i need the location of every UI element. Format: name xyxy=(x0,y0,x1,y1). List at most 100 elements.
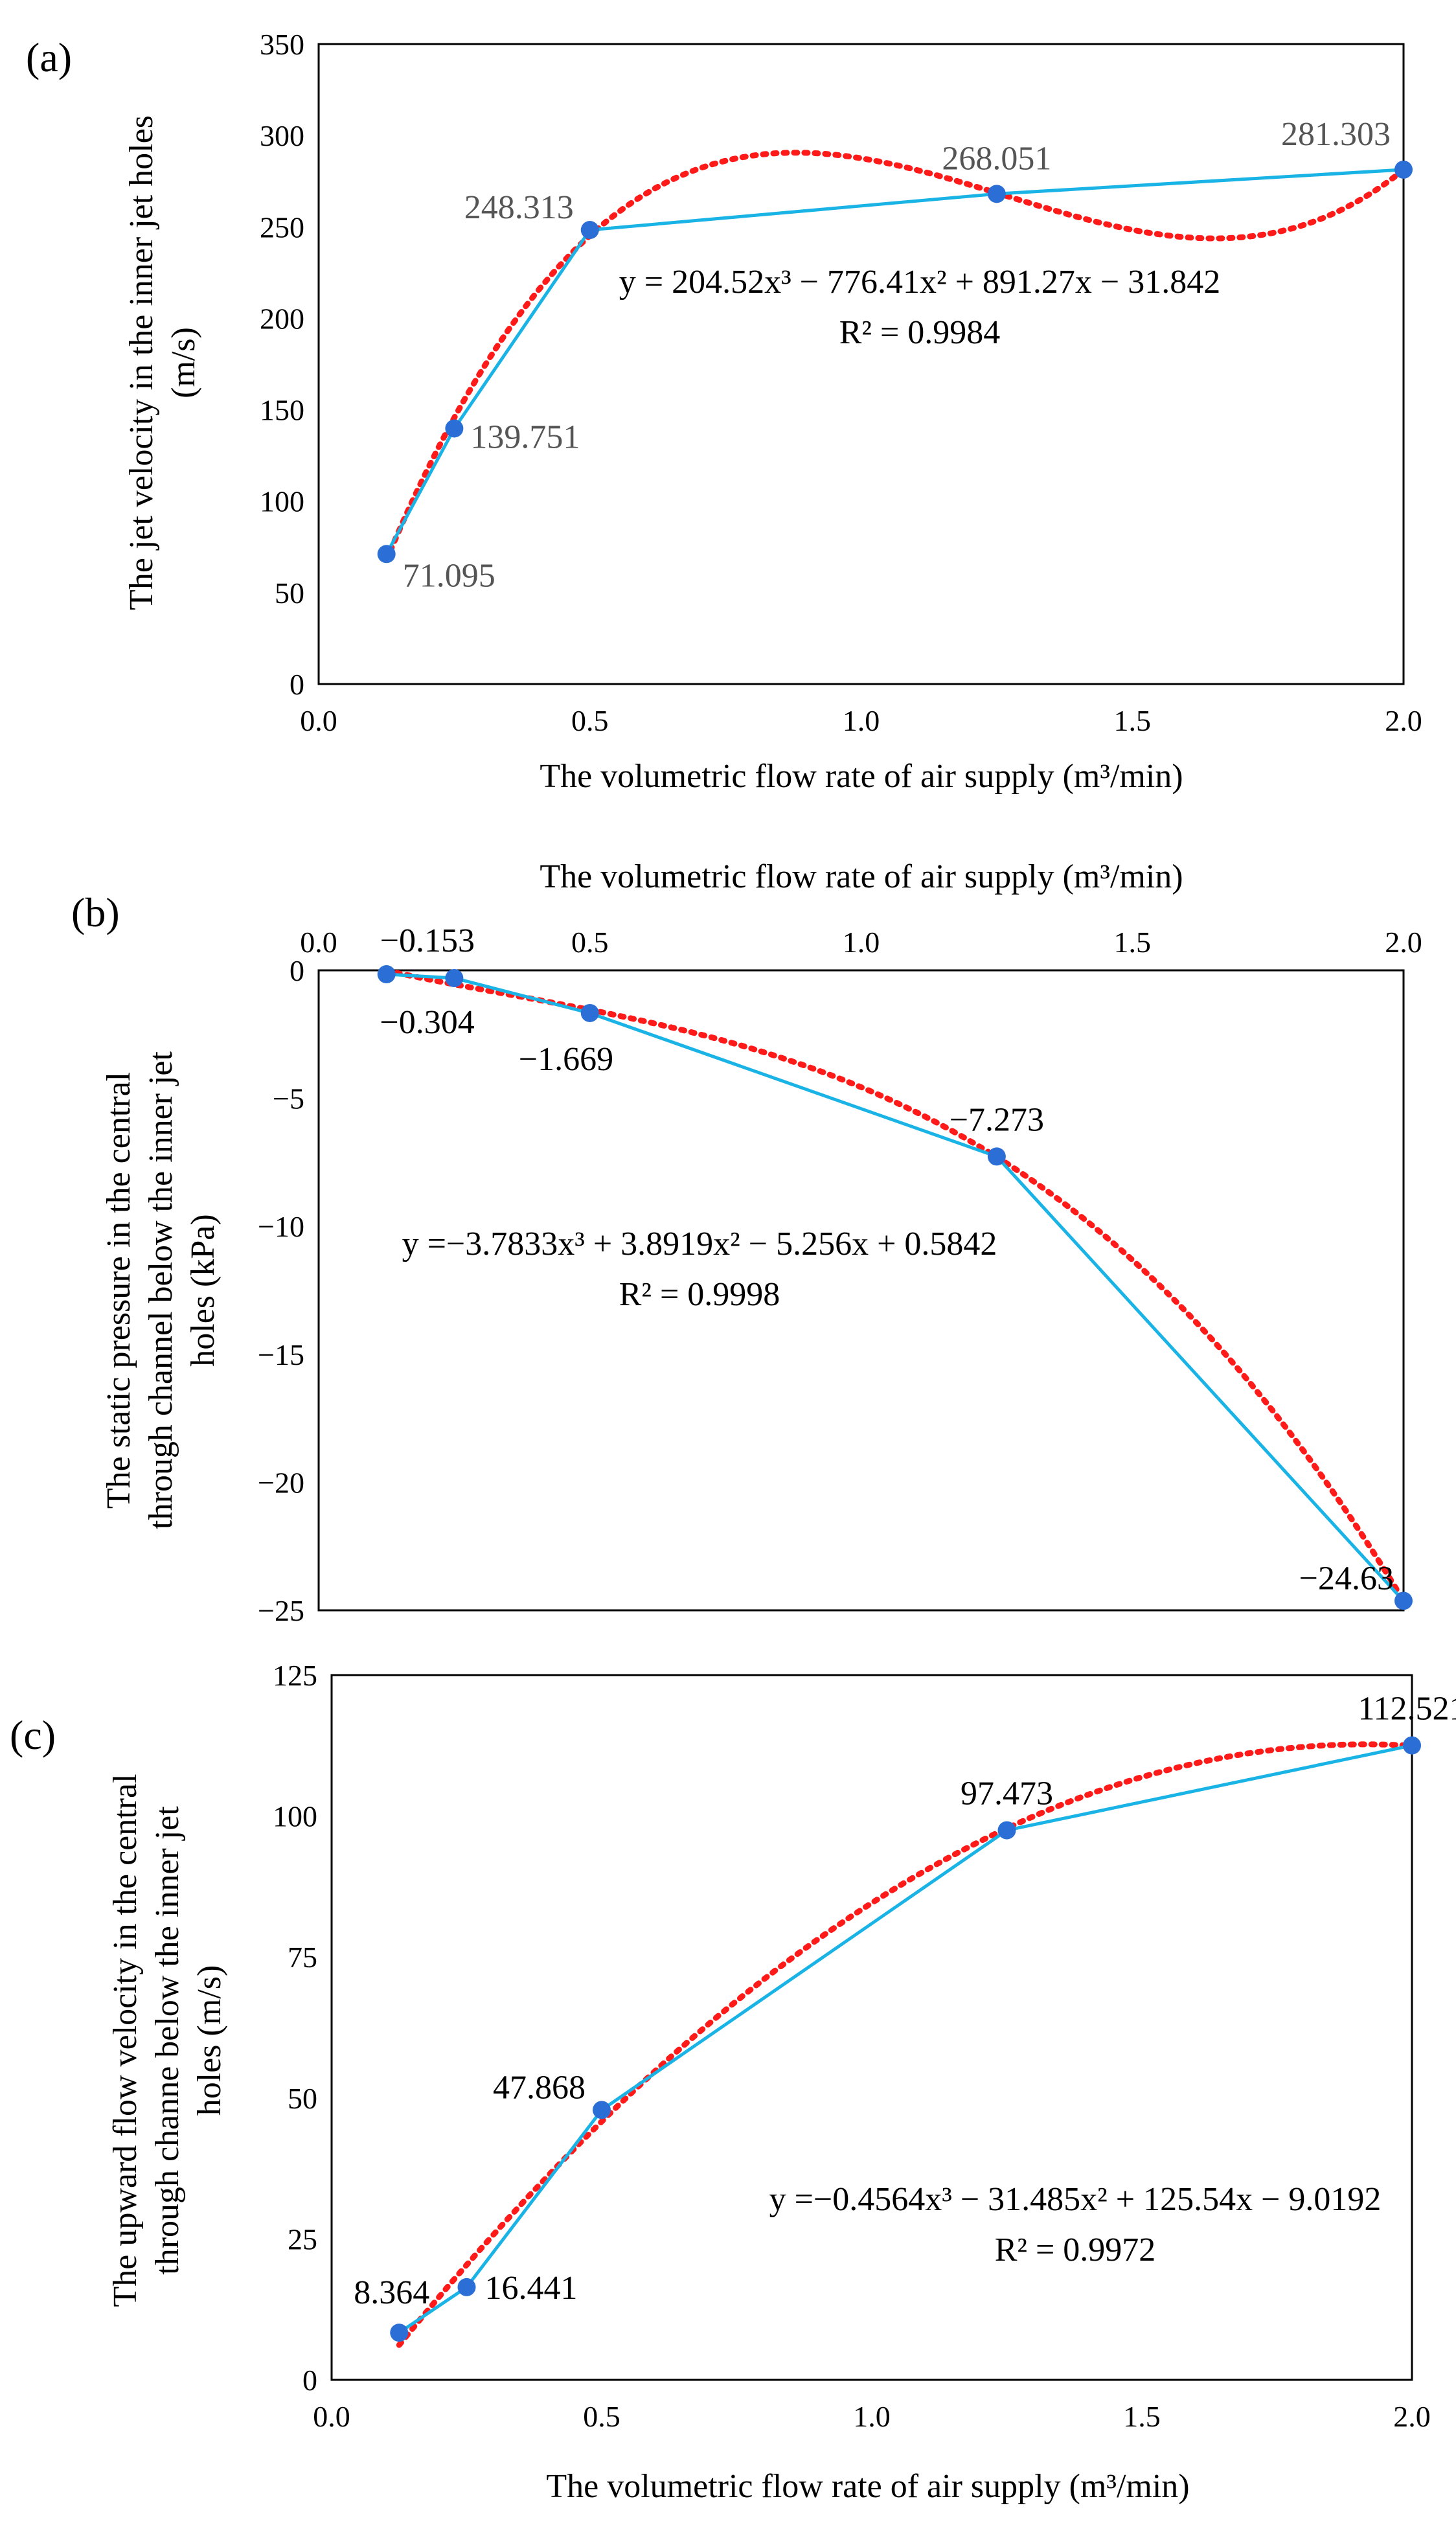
panel-c-trendline xyxy=(396,1741,1415,2348)
panel-a-y-axis-title-line1: The jet velocity in the inner jet holes xyxy=(123,115,160,610)
panel-c-y-tick-label: 75 xyxy=(288,1941,317,1974)
panel-a-y-tick-label: 300 xyxy=(260,119,304,152)
panel-c-data-label: 47.868 xyxy=(493,2069,586,2106)
panel-c-data-labels: 8.364 16.441 47.868 97.473 112.521 xyxy=(354,1691,1456,2312)
panel-a-y-ticks: 0 50 100 150 200 250 300 350 xyxy=(260,28,304,701)
panel-c-x-tick-label: 0.5 xyxy=(583,2400,620,2433)
panel-b-plot-area xyxy=(317,969,1405,1612)
panel-c-data-point xyxy=(390,2323,409,2342)
panel-b-x-tick-label: 1.0 xyxy=(843,926,880,959)
panel-a-y-tick-label: 0 xyxy=(290,668,304,701)
panel-a-y-tick-label: 350 xyxy=(260,28,304,61)
panel-b-data-point xyxy=(377,965,396,984)
panel-b-trend-r2: R² = 0.9998 xyxy=(619,1276,780,1313)
panel-b: (b) 0 −5 −10 −15 −20 −25 0.0 0.5 1.0 1.5 2.0 The … xyxy=(71,858,1422,1627)
panel-c-y-tick-label: 125 xyxy=(273,1659,317,1692)
panel-c-data-label: 112.521 xyxy=(1358,1691,1456,1728)
panel-c-x-tick-label: 1.0 xyxy=(853,2400,891,2433)
panel-c-trend-equation: y =−0.4564x³ − 31.485x² + 125.54x − 9.01… xyxy=(769,2181,1382,2218)
panel-a-y-tick-label: 250 xyxy=(260,211,304,244)
panel-b-data-label: −0.304 xyxy=(380,1004,474,1041)
panel-b-y-tick-label: −5 xyxy=(273,1082,304,1115)
panel-c-y-axis-title-line3: holes (m/s) xyxy=(191,1965,228,2116)
panel-a-trend-r2: R² = 0.9984 xyxy=(839,314,1001,351)
panel-b-y-tick-label: −15 xyxy=(258,1338,304,1371)
panel-c-y-ticks: 0 25 50 75 100 125 xyxy=(273,1659,317,2397)
panel-c-series-line xyxy=(398,1744,1413,2335)
panel-b-x-tick-label: 0.5 xyxy=(571,926,609,959)
panel-a-trendline xyxy=(383,150,1407,563)
panel-a-trend-equation: y = 204.52x³ − 776.41x² + 891.27x − 31.8… xyxy=(619,264,1220,301)
panel-a-plot-area xyxy=(317,43,1405,685)
panel-b-data-label: −0.153 xyxy=(380,922,475,959)
panel-b-y-tick-label: −20 xyxy=(258,1466,304,1499)
panel-c-data-point xyxy=(1403,1736,1421,1755)
panel-a: (a) 0 50 100 150 200 250 300 350 0.0 0.5 1.0 1.5 2.… xyxy=(26,28,1422,795)
panel-b-trendline xyxy=(383,968,1407,1604)
panel-b-x-tick-label: 1.5 xyxy=(1114,926,1152,959)
panel-b-x-tick-label: 0.0 xyxy=(300,926,337,959)
panel-a-y-tick-label: 200 xyxy=(260,302,304,335)
panel-b-data-point xyxy=(987,1147,1006,1166)
panel-a-x-tick-label: 0.5 xyxy=(571,704,609,737)
panel-a-data-label: 268.051 xyxy=(942,140,1051,177)
panel-c-y-tick-label: 0 xyxy=(302,2364,317,2397)
panel-c-x-tick-label: 1.5 xyxy=(1123,2400,1161,2433)
panel-b-y-axis-title-line2: through channel below the inner jet xyxy=(142,1051,179,1529)
panel-a-label: (a) xyxy=(26,34,72,80)
panel-a-x-ticks: 0.0 0.5 1.0 1.5 2.0 xyxy=(300,704,1422,737)
panel-c-y-tick-label: 50 xyxy=(288,2082,317,2115)
panel-b-y-ticks: 0 −5 −10 −15 −20 −25 xyxy=(258,954,304,1627)
panel-a-x-tick-label: 1.5 xyxy=(1114,704,1152,737)
panel-c-x-tick-label: 2.0 xyxy=(1393,2400,1431,2433)
panel-b-y-axis-title-line1: The static pressure in the central xyxy=(100,1072,137,1509)
panel-c-data-label: 16.441 xyxy=(485,2270,578,2307)
panel-a-y-tick-label: 50 xyxy=(275,577,304,610)
panel-a-data-label: 139.751 xyxy=(470,419,580,456)
panel-b-y-tick-label: 0 xyxy=(290,954,304,987)
panel-b-data-points xyxy=(377,965,1413,1610)
panel-a-x-axis-title: The volumetric flow rate of air supply (… xyxy=(540,758,1183,795)
panel-a-data-labels: 71.095 139.751 248.313 268.051 281.303 xyxy=(403,116,1391,594)
panel-b-data-label: −24.63 xyxy=(1299,1560,1394,1597)
panel-c-y-tick-label: 100 xyxy=(273,1800,317,1833)
panel-b-trend-equation: y =−3.7833x³ + 3.8919x² − 5.256x + 0.584… xyxy=(402,1226,997,1262)
panel-a-data-point xyxy=(580,221,599,240)
panel-b-data-label: −7.273 xyxy=(950,1101,1044,1138)
panel-c-data-label: 8.364 xyxy=(354,2274,429,2311)
panel-a-data-point xyxy=(377,545,396,564)
panel-c-x-axis-title: The volumetric flow rate of air supply (… xyxy=(546,2468,1189,2505)
panel-a-data-label: 71.095 xyxy=(403,557,495,594)
panel-a-y-tick-label: 100 xyxy=(260,485,304,518)
panel-a-data-label: 281.303 xyxy=(1281,116,1391,153)
panel-b-data-point xyxy=(1394,1592,1413,1610)
panel-a-y-tick-label: 150 xyxy=(260,394,304,427)
panel-a-data-point xyxy=(987,185,1006,203)
panel-a-y-axis-title-line2: (m/s) xyxy=(165,327,202,398)
panel-a-x-tick-label: 1.0 xyxy=(843,704,880,737)
panel-a-series-line xyxy=(385,168,1404,555)
panel-b-data-labels: −0.153 −0.304 −1.669 −7.273 −24.63 xyxy=(380,922,1394,1597)
panel-a-data-point xyxy=(1394,160,1413,179)
panel-b-data-label: −1.669 xyxy=(519,1041,613,1078)
panel-b-data-point xyxy=(580,1003,599,1022)
panel-b-x-ticks: 0.0 0.5 1.0 1.5 2.0 xyxy=(300,926,1422,959)
panel-c-data-points xyxy=(390,1736,1421,2342)
panel-c-data-label: 97.473 xyxy=(961,1775,1053,1812)
panel-c: (c) 0 25 50 75 100 125 0.0 0.5 1.0 1.5 2.0 The vo… xyxy=(10,1659,1456,2505)
panel-b-y-tick-label: −10 xyxy=(258,1210,304,1243)
panel-a-data-point xyxy=(445,419,464,438)
panel-b-y-tick-label: −25 xyxy=(258,1594,304,1627)
panel-a-data-label: 248.313 xyxy=(464,189,574,226)
panel-c-data-point xyxy=(997,1821,1016,1840)
panel-c-data-point xyxy=(457,2278,476,2296)
panel-c-plot-area xyxy=(330,1674,1413,2381)
panel-c-trend-r2: R² = 0.9972 xyxy=(995,2232,1156,2268)
panel-c-x-tick-label: 0.0 xyxy=(313,2400,350,2433)
panel-b-label: (b) xyxy=(71,889,120,935)
panel-b-y-axis-title-line3: holes (kPa) xyxy=(185,1214,222,1366)
panel-c-x-ticks: 0.0 0.5 1.0 1.5 2.0 xyxy=(313,2400,1431,2433)
panel-b-x-axis-title: The volumetric flow rate of air supply (… xyxy=(540,858,1183,895)
panel-a-data-points xyxy=(377,160,1413,564)
